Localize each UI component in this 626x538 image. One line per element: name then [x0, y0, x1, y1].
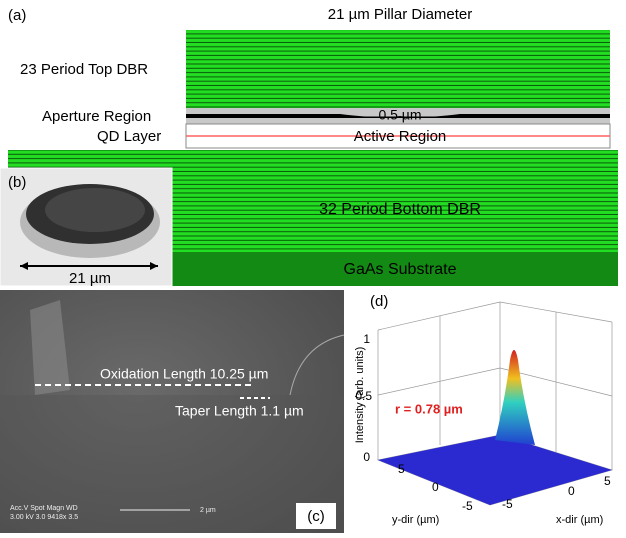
panel-d: (d) 1 0.5 0 Intensity (arb. units) r = 0…: [352, 290, 626, 533]
title: 21 µm Pillar Diameter: [328, 6, 473, 23]
scale-bar: 2 µm: [200, 507, 216, 514]
layer-label: 23 Period Top DBR: [20, 61, 148, 78]
x-label: x-dir (µm): [556, 514, 603, 526]
layer-label: Aperture Region: [42, 108, 151, 125]
sem-info: 3.00 kV 3.0 9418x 3.5: [10, 514, 78, 521]
y-tick: -5: [462, 499, 473, 513]
panel-label: (d): [370, 293, 388, 310]
panel-b: (b) 21 µm: [0, 168, 172, 287]
x-tick: 5: [604, 474, 611, 488]
aperture-width: 0.5 µm: [378, 107, 421, 123]
panel-label: (a): [8, 7, 26, 24]
panel-c: Oxidation Length 10.25 µm Taper Length 1…: [0, 290, 344, 533]
figure: (a) 21 µm Pillar Diameter 0.5 µm Active …: [0, 0, 626, 533]
oxidation-label: Oxidation Length 10.25 µm: [100, 366, 268, 382]
sem-info: Acc.V Spot Magn WD: [10, 505, 78, 512]
panel-label: (c): [307, 508, 325, 525]
z-tick: 1: [363, 332, 370, 346]
y-tick: 0: [432, 480, 439, 494]
diameter-label: 21 µm: [69, 270, 111, 287]
y-label: y-dir (µm): [392, 514, 439, 526]
bottom-dbr-label: 32 Period Bottom DBR: [319, 201, 481, 218]
x-tick: -5: [502, 497, 513, 511]
z-label: Intensity (arb. units): [354, 347, 366, 444]
top-dbr: [186, 30, 610, 108]
z-tick: 0: [363, 450, 370, 464]
y-tick: 5: [398, 462, 405, 476]
layer-label: QD Layer: [97, 128, 161, 145]
taper-label: Taper Length 1.1 µm: [175, 403, 304, 419]
substrate-label: GaAs Substrate: [344, 261, 457, 278]
active-label: Active Region: [354, 128, 447, 145]
radius-label: r = 0.78 µm: [395, 401, 463, 416]
panel-label: (b): [8, 174, 26, 191]
x-tick: 0: [568, 484, 575, 498]
